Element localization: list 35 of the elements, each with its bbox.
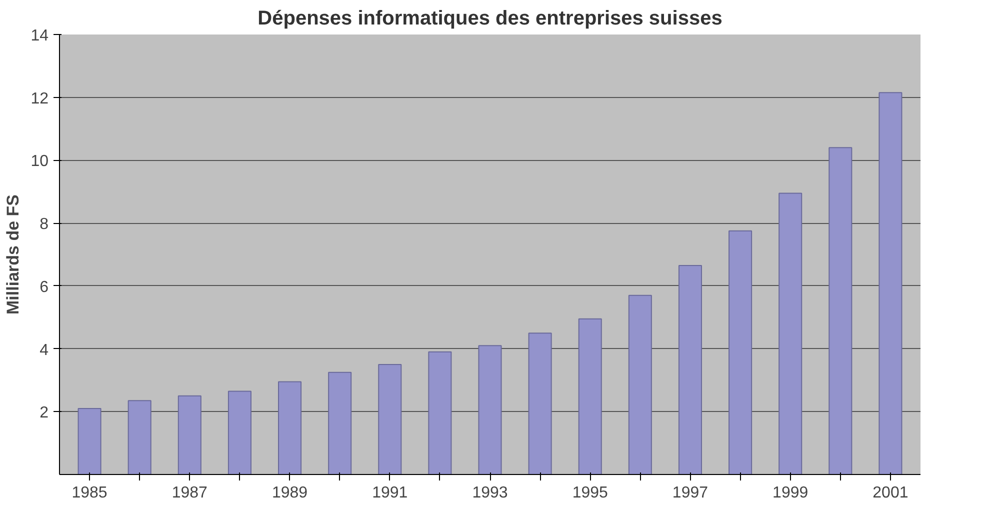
y-tick-label: 6 <box>40 278 49 296</box>
x-tick-label: 1987 <box>172 484 208 502</box>
bar <box>278 381 302 474</box>
x-tick-label: 1995 <box>572 484 608 502</box>
bar <box>78 408 102 474</box>
bar <box>228 390 252 474</box>
y-tick-label: 2 <box>40 404 49 422</box>
bar <box>878 92 902 474</box>
y-tick-label: 12 <box>30 90 49 108</box>
bar <box>328 372 352 474</box>
y-tick-label: 14 <box>30 28 49 44</box>
x-tick-label: 2001 <box>872 484 908 502</box>
x-tick-label: 1985 <box>72 484 108 502</box>
bar <box>828 147 852 474</box>
bar <box>528 332 552 474</box>
bar <box>578 318 602 474</box>
bar <box>428 351 452 474</box>
bar <box>378 364 402 474</box>
y-tick-label: 10 <box>30 153 49 170</box>
y-tick-label: 8 <box>40 216 49 234</box>
x-tick-label: 1999 <box>772 484 808 502</box>
y-tick-label: 4 <box>40 342 49 359</box>
bar <box>128 400 152 474</box>
bar <box>678 265 702 474</box>
y-axis-title: Milliards de FS <box>4 194 23 314</box>
x-tick-label: 1993 <box>472 484 508 502</box>
bar <box>778 192 802 474</box>
bar <box>178 395 202 474</box>
x-tick-label: 1991 <box>372 484 408 502</box>
bar <box>628 294 652 474</box>
x-tick-label: 1997 <box>672 484 708 502</box>
bar <box>478 345 502 474</box>
x-tick-label: 1989 <box>272 484 308 502</box>
chart-title: Dépenses informatiques des entreprises suisses <box>258 8 722 30</box>
bar <box>728 230 752 474</box>
